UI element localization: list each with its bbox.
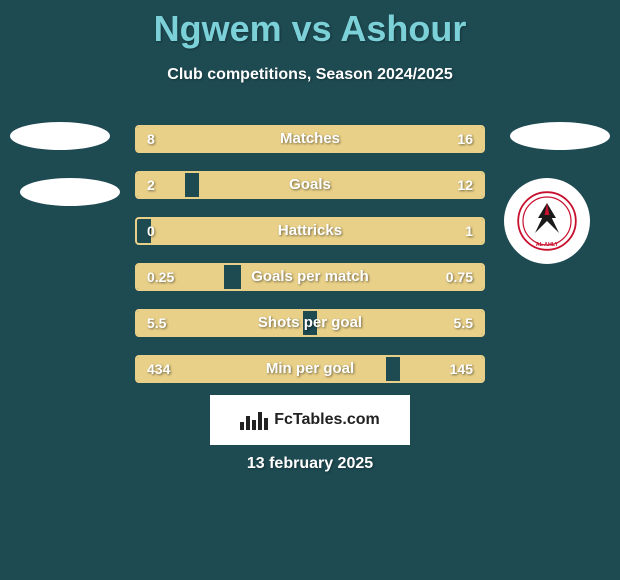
bar-value-right: 1 xyxy=(465,219,473,243)
page-title: Ngwem vs Ashour xyxy=(0,0,620,50)
brand-text: FcTables.com xyxy=(274,411,380,429)
svg-text:AL AHLY: AL AHLY xyxy=(536,242,559,248)
player-left-placeholder-2 xyxy=(20,178,120,206)
bar-label: Goals per match xyxy=(137,265,483,289)
player-left-placeholder-1 xyxy=(10,122,110,150)
bar-goals: 2 Goals 12 xyxy=(135,171,485,199)
bar-shots-per-goal: 5.5 Shots per goal 5.5 xyxy=(135,309,485,337)
bar-min-per-goal: 434 Min per goal 145 xyxy=(135,355,485,383)
comparison-bars: 8 Matches 16 2 Goals 12 0 Hattricks 1 0.… xyxy=(135,125,485,401)
player-right-placeholder xyxy=(510,122,610,150)
bar-value-right: 145 xyxy=(450,357,473,381)
date-text: 13 february 2025 xyxy=(247,455,373,473)
bar-label: Shots per goal xyxy=(137,311,483,335)
bar-goals-per-match: 0.25 Goals per match 0.75 xyxy=(135,263,485,291)
bar-label: Matches xyxy=(137,127,483,151)
brand-box: FcTables.com xyxy=(210,395,410,445)
page-subtitle: Club competitions, Season 2024/2025 xyxy=(0,66,620,84)
bar-chart-icon xyxy=(240,410,268,430)
bar-value-right: 16 xyxy=(457,127,473,151)
al-ahly-badge-icon: AL AHLY xyxy=(517,191,577,251)
bar-label: Min per goal xyxy=(137,357,483,381)
team-badge-right: AL AHLY xyxy=(504,178,590,264)
bar-label: Hattricks xyxy=(137,219,483,243)
bar-label: Goals xyxy=(137,173,483,197)
bar-hattricks: 0 Hattricks 1 xyxy=(135,217,485,245)
bar-value-right: 5.5 xyxy=(454,311,473,335)
bar-value-right: 0.75 xyxy=(446,265,473,289)
bar-matches: 8 Matches 16 xyxy=(135,125,485,153)
bar-value-right: 12 xyxy=(457,173,473,197)
